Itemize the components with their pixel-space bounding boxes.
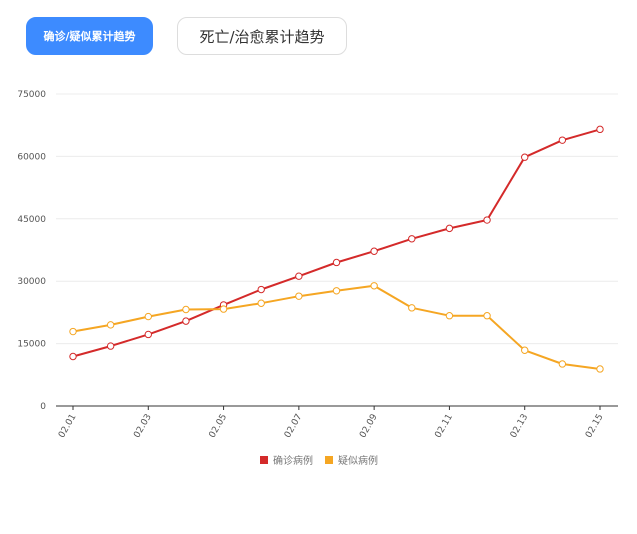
data-point[interactable] — [445, 224, 454, 233]
y-axis: 0 15000 30000 45000 60000 75000 — [17, 90, 46, 412]
data-point[interactable] — [144, 312, 152, 321]
grid-lines — [56, 93, 618, 345]
x-tick-label: 02.15 — [584, 413, 606, 440]
x-tick-label: 02.05 — [208, 413, 230, 440]
data-point[interactable] — [182, 317, 190, 325]
x-tick-label: 02.03 — [132, 413, 154, 440]
y-tick-label: 75000 — [17, 90, 46, 100]
legend-item[interactable]: 疑似病例 — [325, 454, 378, 467]
y-tick-label: 30000 — [17, 277, 46, 287]
data-point[interactable] — [144, 330, 152, 339]
x-tick-label: 02.07 — [283, 413, 305, 440]
data-point[interactable] — [558, 136, 567, 144]
data-point[interactable] — [295, 292, 303, 300]
data-point[interactable] — [219, 305, 228, 313]
data-point[interactable] — [257, 299, 265, 307]
tab-confirmed-suspected-trend[interactable]: 确诊/疑似累计趋势 — [26, 17, 153, 55]
data-point[interactable] — [257, 285, 265, 294]
data-point[interactable] — [408, 304, 416, 312]
x-tick-label: 02.11 — [433, 413, 455, 440]
series-line — [72, 284, 601, 370]
y-tick-label: 0 — [40, 402, 46, 412]
data-point[interactable] — [69, 352, 77, 361]
data-point[interactable] — [521, 153, 529, 161]
series-lines — [69, 125, 604, 373]
series-1 — [69, 282, 604, 373]
data-point[interactable] — [332, 287, 341, 295]
data-point[interactable] — [558, 360, 567, 368]
tab-death-recovered-trend[interactable]: 死亡/治愈累计趋势 — [177, 17, 347, 55]
data-point[interactable] — [445, 312, 454, 320]
data-point[interactable] — [295, 272, 303, 280]
data-point[interactable] — [106, 321, 115, 329]
data-point[interactable] — [370, 282, 378, 290]
data-point[interactable] — [596, 365, 604, 373]
series-line — [72, 128, 601, 358]
y-tick-label: 60000 — [17, 152, 46, 162]
data-point[interactable] — [596, 125, 604, 134]
x-axis: 02.01 02.03 02.05 02.07 02.09 02.11 02.13 02.15 — [56, 405, 618, 440]
data-point[interactable] — [483, 312, 491, 320]
data-point[interactable] — [69, 327, 77, 336]
data-point[interactable] — [370, 247, 378, 255]
legend-swatch — [325, 456, 333, 464]
y-tick-label: 15000 — [17, 340, 46, 350]
data-point[interactable] — [408, 235, 416, 243]
legend-item[interactable]: 确诊病例 — [260, 454, 313, 467]
x-tick-label: 02.01 — [57, 413, 79, 440]
legend-label: 确诊病例 — [273, 454, 313, 467]
data-point[interactable] — [521, 346, 529, 354]
y-tick-label: 45000 — [17, 215, 46, 225]
data-point[interactable] — [106, 342, 115, 350]
series-0 — [69, 125, 604, 361]
legend-label: 疑似病例 — [338, 454, 378, 467]
data-point[interactable] — [483, 216, 491, 224]
x-tick-label: 02.13 — [509, 413, 531, 440]
x-tick-label: 02.09 — [358, 412, 380, 440]
data-point[interactable] — [332, 258, 341, 267]
data-point[interactable] — [182, 305, 190, 314]
legend-swatch — [260, 456, 268, 464]
legend: 确诊病例 疑似病例 — [260, 454, 378, 467]
